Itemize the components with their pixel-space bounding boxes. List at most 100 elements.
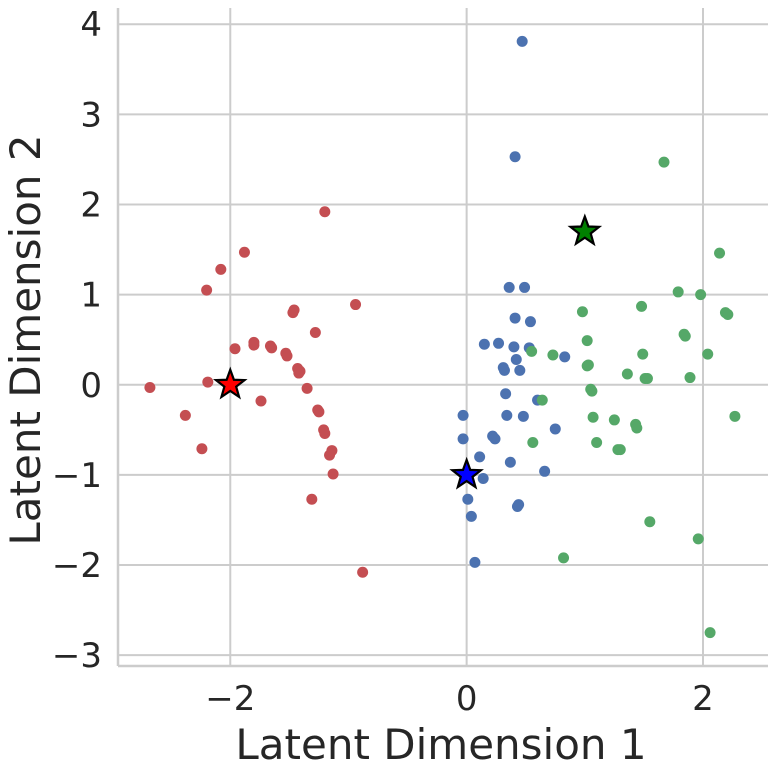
- x-tick-label: −2: [205, 679, 255, 719]
- data-point: [266, 342, 278, 354]
- data-point: [527, 436, 539, 448]
- data-point: [498, 364, 510, 376]
- data-point: [288, 304, 300, 316]
- data-point: [319, 206, 331, 218]
- data-point: [722, 308, 734, 320]
- data-point: [489, 433, 501, 445]
- centroid-star-marker: [567, 213, 603, 247]
- x-tick-label: 2: [692, 679, 714, 719]
- data-point: [306, 493, 318, 505]
- x-tick-labels: −2 0 2: [205, 679, 714, 719]
- data-point: [631, 422, 643, 434]
- data-point: [469, 556, 481, 568]
- data-point: [587, 411, 599, 423]
- data-point: [457, 409, 469, 421]
- data-point: [614, 444, 626, 456]
- data-point: [327, 468, 339, 480]
- data-point: [509, 312, 521, 324]
- y-tick-label: 2: [80, 185, 102, 225]
- data-point: [350, 299, 362, 311]
- data-point: [513, 499, 525, 511]
- y-axis-label: Latent Dimension 2: [1, 134, 50, 545]
- y-tick-label: −2: [52, 546, 102, 586]
- data-point: [692, 533, 704, 545]
- axes-spines: [116, 8, 768, 668]
- data-point: [281, 350, 293, 362]
- data-point: [179, 409, 191, 421]
- data-point: [539, 465, 551, 477]
- data-point: [582, 359, 594, 371]
- data-point: [309, 326, 321, 338]
- data-point: [524, 316, 536, 328]
- centroid-markers: [212, 213, 603, 490]
- data-point: [478, 338, 490, 350]
- data-point: [504, 456, 516, 468]
- data-point: [255, 395, 267, 407]
- data-point: [644, 516, 656, 528]
- data-point: [514, 364, 526, 376]
- data-point: [238, 246, 250, 258]
- data-point: [526, 345, 538, 357]
- data-point: [519, 281, 531, 293]
- data-point: [509, 151, 521, 163]
- data-point: [503, 281, 515, 293]
- y-tick-label: −1: [52, 456, 102, 496]
- data-point: [714, 247, 726, 259]
- x-axis-label: Latent Dimension 1: [235, 720, 646, 769]
- data-point: [702, 348, 714, 360]
- data-point: [501, 409, 513, 421]
- data-point: [196, 443, 208, 455]
- data-point: [672, 286, 684, 298]
- data-point: [294, 365, 306, 377]
- data-point: [474, 451, 486, 463]
- data-point: [215, 263, 227, 275]
- data-point: [591, 436, 603, 448]
- data-point: [549, 423, 561, 435]
- data-point: [201, 284, 213, 296]
- data-point: [581, 335, 593, 347]
- data-point: [684, 372, 696, 384]
- data-point: [477, 473, 489, 485]
- x-tick-label: 0: [456, 679, 478, 719]
- data-point: [559, 351, 571, 363]
- y-tick-labels: −3 −2 −1 0 1 2 3 4: [52, 5, 102, 676]
- data-point: [326, 445, 338, 457]
- data-point: [301, 382, 313, 394]
- data-point: [586, 385, 598, 397]
- data-point: [679, 330, 691, 342]
- data-point: [516, 35, 528, 47]
- data-point: [457, 433, 469, 445]
- centroid-star-marker: [449, 456, 484, 490]
- data-point: [319, 427, 331, 439]
- data-point: [510, 354, 522, 366]
- y-tick-label: 3: [80, 95, 102, 135]
- data-point: [500, 388, 512, 400]
- data-point: [229, 343, 241, 355]
- data-point: [144, 381, 156, 393]
- data-point: [695, 289, 707, 301]
- data-point: [658, 156, 670, 168]
- data-point: [517, 410, 529, 422]
- data-point: [462, 493, 474, 505]
- data-point: [704, 627, 716, 639]
- data-point: [637, 348, 649, 360]
- data-point: [621, 368, 633, 380]
- data-point: [576, 306, 588, 318]
- data-point: [313, 406, 325, 418]
- data-point: [547, 349, 559, 361]
- data-point: [202, 376, 214, 388]
- data-point: [493, 337, 505, 349]
- y-tick-label: −3: [52, 636, 102, 676]
- data-point: [357, 566, 369, 578]
- data-point: [729, 410, 741, 422]
- y-tick-label: 1: [80, 276, 102, 316]
- data-point: [536, 394, 548, 406]
- data-point: [558, 552, 570, 564]
- centroid-star-marker: [212, 366, 248, 400]
- data-point: [465, 510, 477, 522]
- data-point: [641, 372, 653, 384]
- data-point: [608, 414, 620, 426]
- y-tick-label: 0: [80, 366, 102, 406]
- y-tick-label: 4: [80, 5, 102, 45]
